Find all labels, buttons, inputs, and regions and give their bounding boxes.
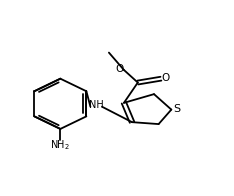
Text: NH$_2$: NH$_2$ [50,138,70,152]
Text: O: O [116,64,124,74]
Text: S: S [173,104,180,114]
Text: O: O [161,73,170,83]
Text: NH: NH [89,100,104,110]
